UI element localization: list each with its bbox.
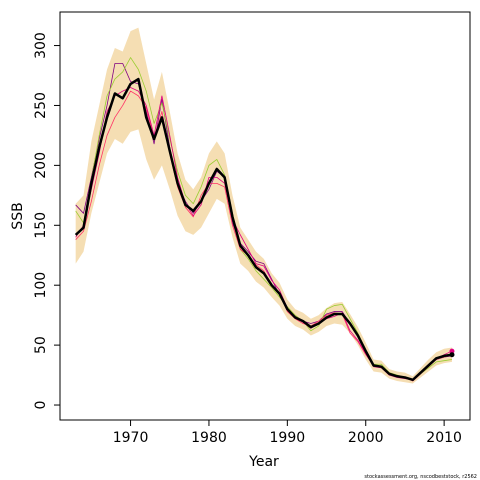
x-axis-label: Year xyxy=(248,454,279,470)
series-line xyxy=(74,77,453,382)
y-tick-label: 300 xyxy=(33,32,49,59)
x-tick-label: 2010 xyxy=(426,430,462,446)
y-tick-label: 150 xyxy=(33,212,49,239)
y-tick-label: 50 xyxy=(33,336,49,354)
x-tick-label: 1990 xyxy=(270,430,306,446)
x-tick-label: 1970 xyxy=(113,430,149,446)
end-point xyxy=(449,348,455,354)
confidence-band xyxy=(75,27,452,384)
x-tick-label: 2000 xyxy=(348,430,384,446)
y-tick-label: 100 xyxy=(33,272,49,299)
y-tick-label: 200 xyxy=(33,152,49,179)
end-point xyxy=(449,352,455,358)
x-tick-label: 1980 xyxy=(191,430,227,446)
footer: stockassessment.org, nscodbeststock, r25… xyxy=(364,474,477,480)
y-tick-label: 0 xyxy=(33,401,49,410)
plot-frame xyxy=(59,11,471,421)
series-line xyxy=(75,87,453,381)
series-line xyxy=(75,90,453,382)
y-tick-label: 250 xyxy=(33,92,49,119)
y-axis-label: SSB xyxy=(10,202,26,229)
